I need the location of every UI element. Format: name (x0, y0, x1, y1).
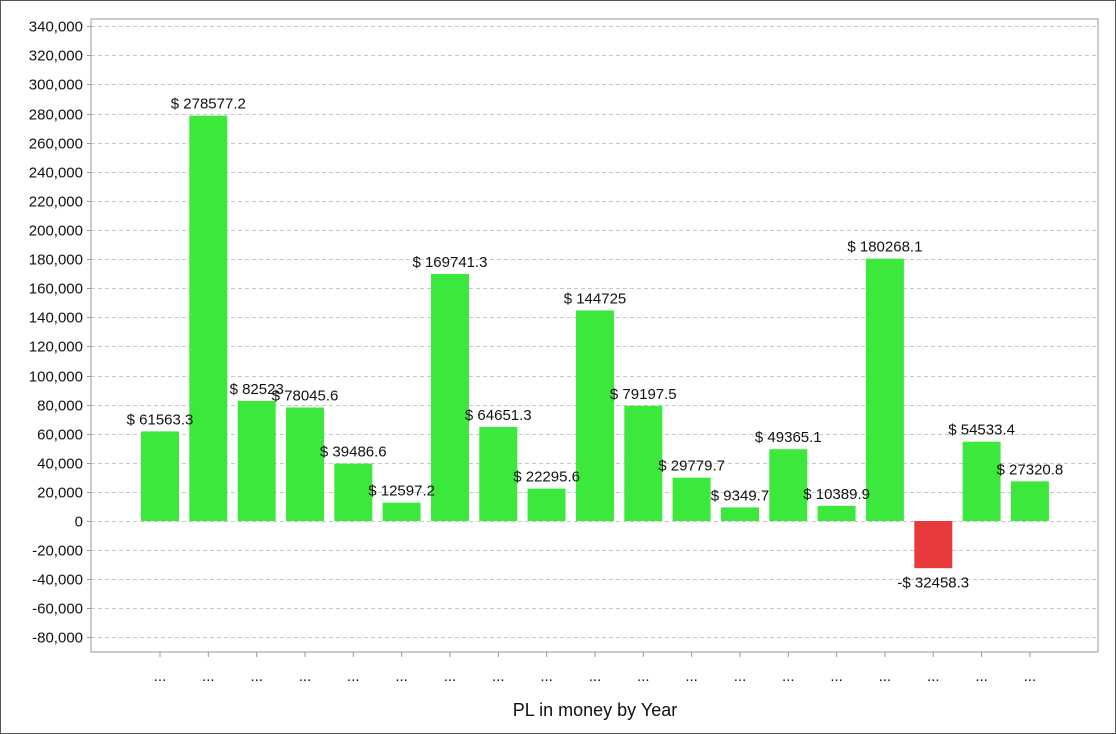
bar-value-label: -$ 32458.3 (897, 574, 969, 591)
y-tick-label: 140,000 (29, 310, 83, 327)
y-tick-label: 0 (75, 514, 83, 531)
y-tick-label: -60,000 (32, 601, 83, 618)
tick-labels: 340,000 320,000 300,000 280,000 260,000 240,0… (29, 19, 1036, 686)
bar (189, 115, 228, 522)
bar-value-label: $ 61563.3 (127, 411, 194, 428)
x-tick-label: ... (347, 668, 360, 685)
bar-value-label: $ 9349.7 (711, 487, 769, 504)
bar (672, 477, 711, 521)
bar (527, 488, 566, 521)
y-tick-label: 20,000 (37, 485, 83, 502)
bar-value-label: $ 22295.6 (513, 469, 580, 486)
bar-value-label: $ 27320.8 (997, 461, 1064, 478)
bar-value-label: $ 29779.7 (658, 458, 725, 475)
x-tick-label: ... (540, 668, 553, 685)
bar-value-label: $ 79197.5 (610, 386, 677, 403)
bar (769, 449, 808, 521)
bar (141, 431, 179, 521)
y-tick-label: 240,000 (29, 165, 83, 182)
bar-value-label: $ 169741.3 (412, 254, 487, 271)
bar (865, 258, 904, 521)
bar-value-label: $ 144725 (564, 290, 627, 307)
bar (382, 502, 421, 521)
bar (479, 427, 518, 522)
y-tick-label: -80,000 (32, 630, 83, 647)
y-tick-label: 60,000 (37, 427, 83, 444)
x-tick-label: ... (927, 668, 940, 685)
x-tick-label: ... (879, 668, 892, 685)
bar-value-label: $ 12597.2 (368, 483, 435, 500)
bar (721, 507, 759, 521)
y-tick-label: 340,000 (29, 19, 83, 36)
bar (286, 407, 324, 522)
y-tick-label: 160,000 (29, 281, 83, 298)
y-tick-label: 220,000 (29, 194, 83, 211)
x-tick-label: ... (250, 668, 263, 685)
x-tick-label: ... (492, 668, 505, 685)
x-tick-label: ... (734, 668, 747, 685)
x-axis-title: PL in money by Year (513, 700, 677, 720)
bar (914, 521, 953, 569)
x-tick-label: ... (395, 668, 408, 685)
y-tick-label: 80,000 (37, 398, 83, 415)
bars (141, 115, 1049, 569)
y-tick-label: 300,000 (29, 77, 83, 94)
axes (87, 18, 1099, 657)
x-tick-label: ... (1024, 668, 1037, 685)
y-tick-label: 200,000 (29, 223, 83, 240)
bar (962, 441, 1001, 522)
bar-value-label: $ 49365.1 (755, 429, 822, 446)
y-tick-label: -40,000 (32, 572, 83, 589)
y-tick-label: 180,000 (29, 252, 83, 269)
bar (624, 405, 663, 521)
data-labels: $ 61563.3 $ 278577.2 $ 82523$ 78045.6 $ 394… (127, 96, 1064, 592)
y-tick-label: -20,000 (32, 543, 83, 560)
x-tick-label: ... (202, 668, 215, 685)
bar-value-label: $ 82523 (230, 381, 284, 398)
x-tick-label: ... (637, 668, 650, 685)
y-tick-label: 260,000 (29, 136, 83, 153)
bar (1010, 481, 1049, 522)
bar (576, 310, 614, 521)
bar-value-label: $ 10389.9 (803, 486, 870, 503)
x-tick-label: ... (154, 668, 167, 685)
y-tick-label: 40,000 (37, 456, 83, 473)
bar-value-label: $ 54533.4 (948, 422, 1015, 439)
x-tick-label: ... (685, 668, 698, 685)
x-tick-label: ... (830, 668, 843, 685)
y-tick-label: 100,000 (29, 369, 83, 386)
x-tick-label: ... (299, 668, 312, 685)
bar (817, 505, 856, 521)
y-tick-label: 120,000 (29, 339, 83, 356)
x-tick-label: ... (444, 668, 457, 685)
bar-value-label: $ 64651.3 (465, 407, 532, 424)
x-tick-label: ... (782, 668, 795, 685)
bar-value-label: $ 78045.6 (272, 388, 339, 405)
bar-value-label: $ 39486.6 (320, 444, 387, 461)
bar (237, 400, 276, 521)
x-tick-label: ... (975, 668, 988, 685)
x-tick-label: ... (589, 668, 602, 685)
y-tick-label: 280,000 (29, 107, 83, 124)
y-tick-label: 320,000 (29, 48, 83, 65)
bar-value-label: $ 180268.1 (847, 239, 922, 256)
bar (431, 274, 469, 521)
bar-value-label: $ 278577.2 (171, 96, 246, 113)
bar (334, 463, 373, 522)
